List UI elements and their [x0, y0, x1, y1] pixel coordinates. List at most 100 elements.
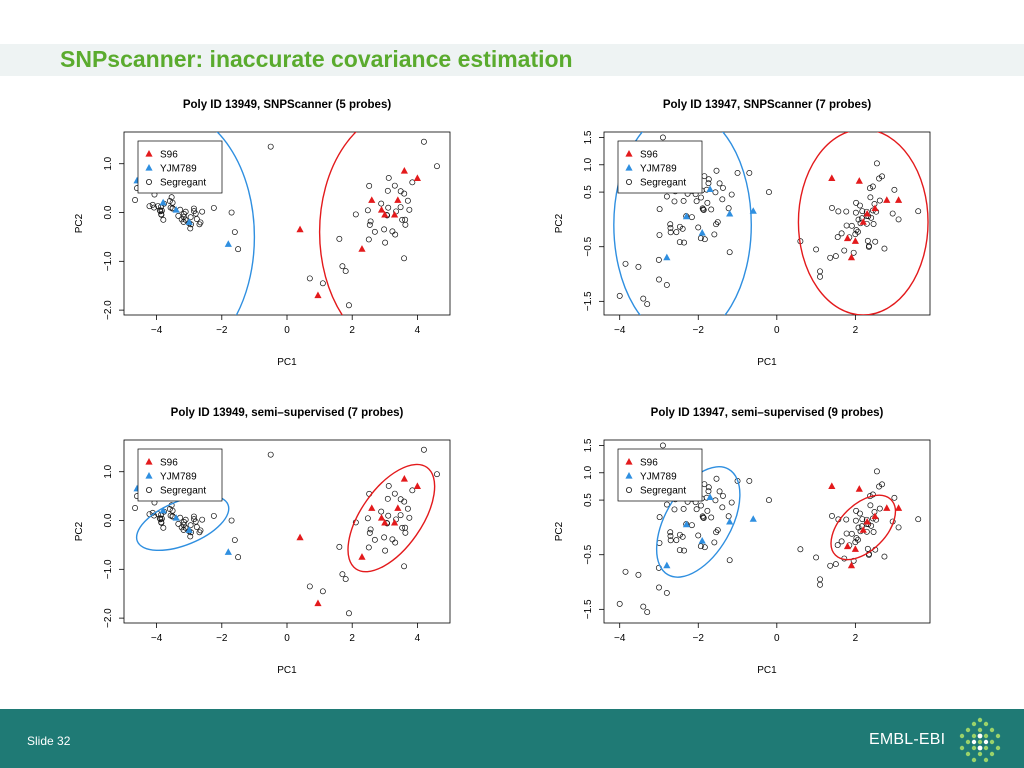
chart-title: Poly ID 13949, semi–supervised (7 probes… [171, 407, 404, 419]
segregant-point [339, 571, 346, 578]
yjm789-point [726, 517, 734, 525]
y-tick-label: −1.5 [583, 599, 594, 619]
s96-point [358, 553, 366, 560]
segregant-point [841, 247, 848, 254]
s96-ellipse [830, 494, 897, 561]
y-tick-label: −1.5 [583, 291, 594, 311]
legend-label: S96 [640, 458, 658, 469]
segregant-point [399, 216, 406, 223]
segregant-point [367, 218, 374, 225]
segregant-point [843, 222, 850, 229]
s96-point [296, 225, 304, 233]
segregant-point [384, 187, 391, 194]
segregant-point [834, 234, 841, 241]
segregant-point [867, 194, 874, 201]
segregant-point [402, 524, 409, 531]
segregant-point [680, 505, 687, 512]
plot-area [613, 132, 929, 315]
y-tick-label: 0.5 [583, 185, 594, 199]
segregant-point [132, 505, 139, 511]
segregant-point [385, 174, 392, 181]
s96-point [883, 196, 891, 203]
y-tick-label: 1.0 [583, 157, 594, 171]
segregant-point [853, 535, 860, 542]
chart-semisupervised-13947: Poly ID 13947, semi–supervised (9 probes… [554, 407, 931, 676]
segregant-point [832, 561, 839, 568]
legend-label: S96 [640, 150, 658, 161]
segregant-point [667, 229, 674, 236]
s96-point [377, 206, 386, 213]
segregant-point [671, 198, 678, 205]
segregant-point [853, 507, 860, 514]
segregant-point [182, 208, 189, 215]
yjm789-point [749, 515, 757, 522]
segregant-point [371, 536, 378, 543]
legend-label: Segregant [640, 178, 686, 189]
segregant-point [701, 236, 708, 243]
x-tick-label: 4 [415, 633, 421, 644]
y-tick-label: −2.0 [103, 608, 114, 628]
segregant-point [853, 199, 860, 206]
segregant-point [766, 497, 772, 504]
segregant-point [853, 227, 860, 234]
yjm789-point [682, 212, 691, 220]
segregant-point [676, 547, 683, 554]
yjm789-point [663, 253, 671, 261]
segregant-point [367, 526, 374, 533]
segregant-point [389, 536, 396, 543]
chart-snpscanner-13947: Poly ID 13947, SNPScanner (7 probes) −4 −2… [554, 99, 931, 368]
legend-yjm789-marker [625, 472, 633, 479]
segregant-point [175, 520, 182, 527]
y-tick-label: −1.0 [103, 559, 114, 579]
segregant-point [160, 216, 167, 223]
segregant-point [870, 221, 877, 227]
segregant-point [319, 588, 326, 595]
segregant-point [319, 280, 326, 287]
segregant-point [420, 138, 427, 145]
segregant-point [389, 228, 396, 235]
segregant-point [190, 513, 197, 520]
s96-point [894, 196, 903, 203]
s96-ellipse [318, 132, 357, 315]
segregant-point [713, 529, 720, 536]
segregant-point [827, 254, 834, 261]
segregant-point [210, 512, 217, 519]
segregant-point [656, 276, 662, 283]
segregant-point [734, 170, 741, 176]
segregant-point [708, 514, 715, 521]
segregant-point [364, 515, 371, 522]
segregant-point [381, 534, 388, 541]
segregant-point [873, 160, 880, 167]
segregant-point [406, 206, 413, 213]
segregant-point [832, 253, 839, 260]
legend-segregant-marker [146, 487, 153, 494]
segregant-point [671, 506, 678, 513]
segregant-point [404, 197, 411, 204]
s96-point [894, 504, 903, 511]
yjm789-point [682, 520, 691, 528]
y-tick-label: 1.0 [103, 156, 114, 170]
s96-point [377, 514, 386, 521]
x-tick-label: 4 [415, 325, 421, 336]
x-tick-label: 0 [774, 633, 780, 644]
segregant-point [746, 170, 753, 176]
yjm789-point [726, 209, 734, 217]
yjm789-ellipse [613, 132, 752, 315]
chart-title: Poly ID 13947, SNPScanner (7 probes) [663, 99, 872, 111]
x-tick-label: −2 [693, 325, 705, 336]
segregant-point [700, 515, 707, 521]
segregant-point [401, 498, 408, 505]
segregant-point [843, 530, 850, 537]
segregant-point [700, 206, 707, 213]
segregant-point [813, 554, 820, 561]
segregant-point [867, 185, 873, 192]
segregant-point [158, 211, 165, 218]
segregant-point [192, 210, 199, 217]
legend-segregant-marker [146, 179, 153, 186]
x-tick-label: 0 [774, 325, 780, 336]
x-axis-label: PC1 [757, 357, 777, 368]
y-tick-label: −2.0 [103, 300, 114, 320]
segregant-point [391, 182, 398, 189]
s96-point [851, 545, 859, 552]
segregant-point [157, 208, 164, 215]
